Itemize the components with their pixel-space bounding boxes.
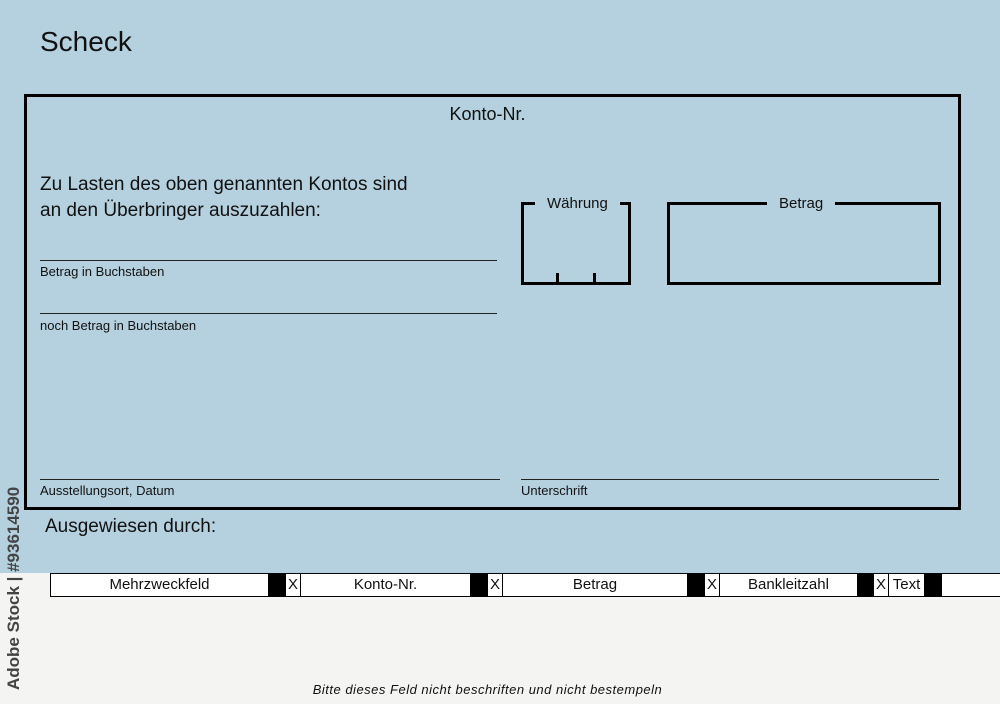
amount-words-label: Betrag in Buchstaben	[40, 264, 165, 279]
strip-text: Text	[889, 573, 924, 597]
strip-separator: X	[487, 573, 503, 597]
strip-separator: X	[704, 573, 720, 597]
currency-label: Währung	[535, 196, 620, 212]
strip-block	[268, 573, 285, 597]
cheque-frame	[24, 94, 961, 510]
signature-label: Unterschrift	[521, 483, 588, 498]
account-number-label: Konto-Nr.	[449, 104, 526, 124]
currency-field[interactable]	[521, 202, 631, 285]
instruction-line-1: Zu Lasten des oben genannten Kontos sind	[40, 174, 408, 195]
strip-bank-code: Bankleitzahl	[720, 573, 857, 597]
instruction-line-2: an den Überbringer auszuzahlen:	[40, 200, 321, 221]
strip-block	[857, 573, 873, 597]
currency-tick	[556, 273, 559, 282]
strip-block	[470, 573, 487, 597]
payment-instruction: Zu Lasten des oben genannten Kontos sind…	[40, 172, 408, 224]
strip-amount: Betrag	[503, 573, 687, 597]
amount-words-field[interactable]	[40, 260, 497, 261]
amount-words-more-field[interactable]	[40, 313, 497, 314]
amount-field[interactable]	[667, 202, 941, 285]
place-date-field[interactable]	[40, 479, 500, 480]
place-date-label: Ausstellungsort, Datum	[40, 483, 175, 498]
strip-separator: X	[285, 573, 301, 597]
footer-note: Bitte dieses Feld nicht beschriften und …	[312, 682, 663, 697]
strip-separator: X	[873, 573, 889, 597]
strip-end	[942, 573, 1000, 597]
page-title: Scheck	[40, 26, 132, 57]
currency-tick	[593, 273, 596, 282]
signature-field[interactable]	[521, 479, 939, 480]
amount-words-more-label: noch Betrag in Buchstaben	[40, 318, 197, 333]
identified-by-label: Ausgewiesen durch:	[45, 516, 217, 537]
strip-block	[924, 573, 942, 597]
amount-label: Betrag	[767, 196, 836, 212]
strip-account: Konto-Nr.	[301, 573, 470, 597]
strip-block	[687, 573, 704, 597]
watermark: Adobe Stock | #93614590	[4, 486, 23, 690]
strip-multipurpose: Mehrzweckfeld	[50, 573, 268, 597]
